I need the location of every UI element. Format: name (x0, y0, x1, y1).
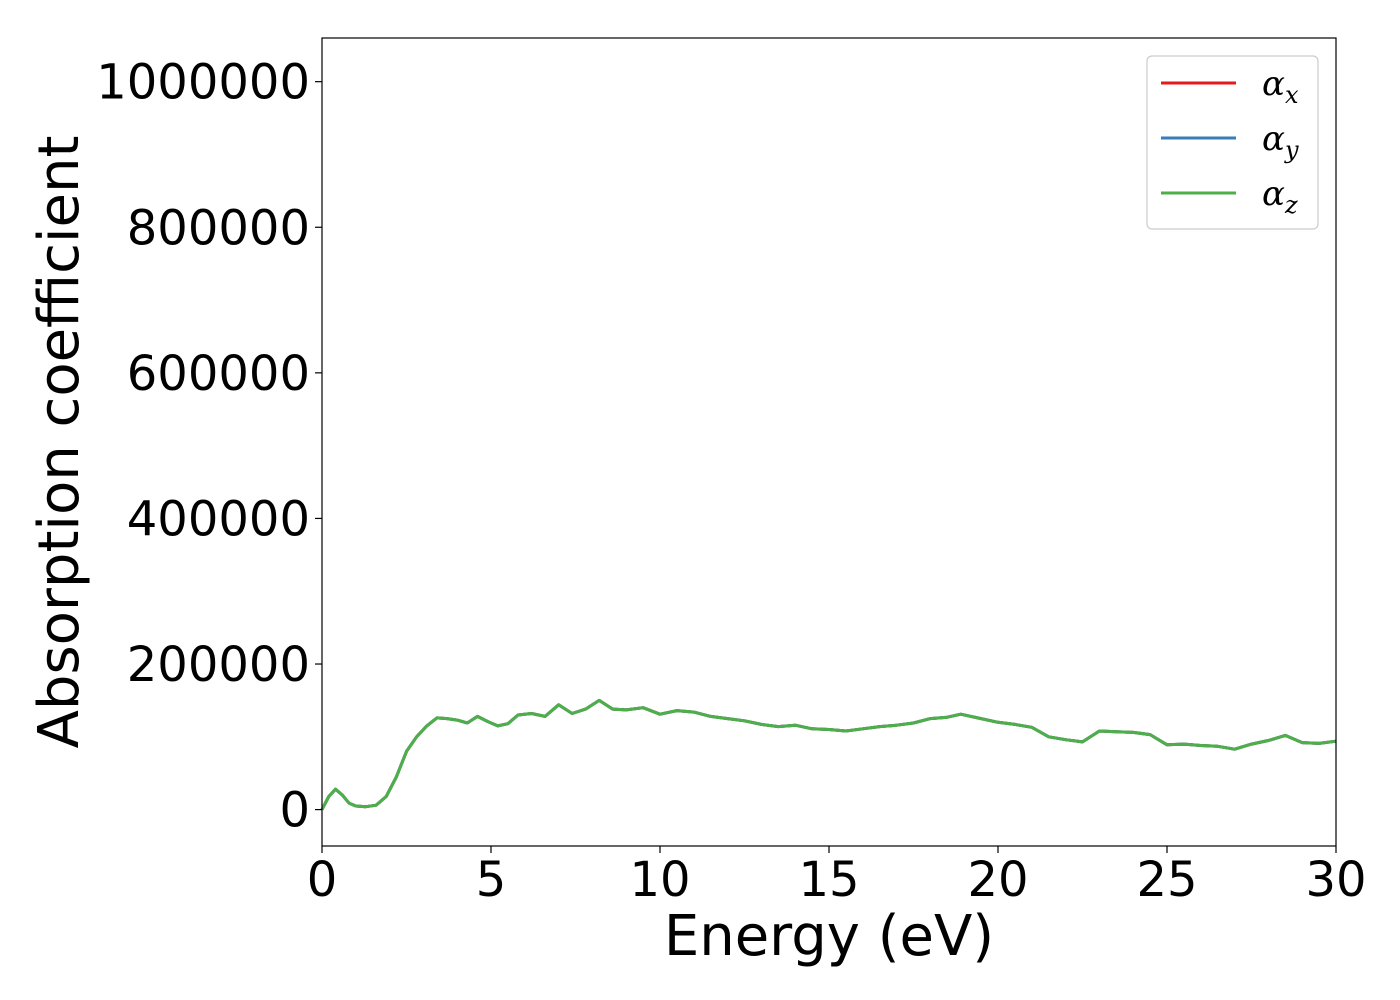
x-tick-label: 5 (476, 852, 507, 908)
y-tick-label: 800000 (127, 200, 310, 256)
legend-label-y: αy (1262, 119, 1299, 164)
legend: αx αy αz (1146, 55, 1319, 230)
y-axis-ticks: 0 200000 400000 600000 800000 1000000 (96, 55, 322, 839)
y-tick-label: 600000 (127, 346, 310, 402)
y-tick-label: 0 (279, 783, 310, 839)
y-tick-label: 400000 (127, 491, 310, 547)
x-tick-label: 10 (629, 852, 690, 908)
legend-label-z: αz (1262, 174, 1298, 219)
y-axis-title: Absorption coefficient (27, 136, 92, 749)
x-tick-label: 25 (1136, 852, 1197, 908)
x-axis-title: Energy (eV) (664, 904, 994, 969)
legend-box (1146, 55, 1319, 230)
x-tick-label: 30 (1305, 852, 1366, 908)
series-layer (320, 698, 1337, 811)
y-tick-label: 1000000 (96, 55, 310, 111)
x-axis-ticks: 0 5 10 15 20 25 30 (307, 846, 1367, 908)
x-tick-label: 0 (307, 852, 338, 908)
series-line-z (320, 698, 1337, 811)
x-tick-label: 20 (967, 852, 1028, 908)
y-tick-label: 200000 (127, 637, 310, 693)
legend-label-x: αx (1262, 64, 1299, 109)
series-line-y (320, 698, 1337, 811)
series-line-x (320, 698, 1337, 811)
x-tick-label: 15 (798, 852, 859, 908)
